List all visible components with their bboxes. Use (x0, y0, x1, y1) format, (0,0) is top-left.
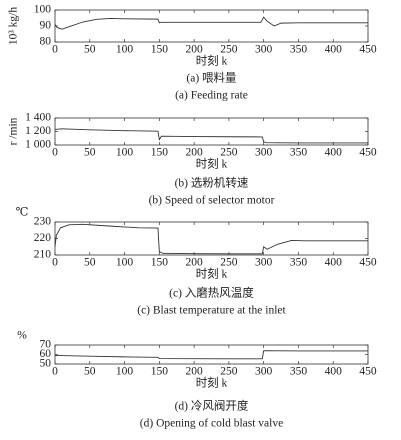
y-axis-label: % (17, 330, 27, 342)
x-tick-label: 150 (151, 147, 169, 159)
caption-en: (b) Speed of selector motor (149, 195, 275, 207)
x-tick-label: 400 (325, 147, 343, 159)
x-tick-label: 150 (151, 44, 169, 56)
x-tick-label: 200 (185, 366, 203, 378)
y-axis-label: 10³ kg/h (8, 7, 20, 46)
x-tick-label: 50 (84, 44, 96, 56)
y-tick-label: 1 400 (25, 112, 51, 124)
y-tick-label: 220 (34, 232, 52, 244)
plot-frame (54, 9, 369, 43)
x-tick-label: 350 (290, 44, 308, 56)
x-tick-label: 300 (255, 257, 273, 269)
x-tick-label: 200 (185, 257, 203, 269)
x-axis-label: 时刻 k (196, 157, 228, 171)
x-axis-label: 时刻 k (196, 54, 228, 68)
data-line (54, 16, 368, 30)
plot-frame (54, 117, 369, 146)
x-tick-label: 150 (151, 366, 169, 378)
x-tick-label: 350 (290, 366, 308, 378)
y-tick-label: 1 200 (25, 125, 51, 137)
x-tick-label: 350 (290, 147, 308, 159)
x-tick-label: 100 (116, 147, 134, 159)
x-tick-label: 200 (185, 44, 203, 56)
x-tick-label: 200 (185, 147, 203, 159)
y-tick-label: 60 (40, 348, 52, 360)
x-tick-label: 250 (220, 366, 238, 378)
x-tick-label: 300 (255, 44, 273, 56)
x-tick-label: 100 (116, 257, 134, 269)
x-tick-label: 50 (84, 147, 96, 159)
x-tick-label: 400 (325, 44, 343, 56)
x-tick-label: 100 (116, 44, 134, 56)
caption-en: (a) Feeding rate (175, 90, 248, 102)
y-axis-label: r /min (8, 117, 20, 145)
x-tick-label: 0 (52, 44, 58, 56)
x-tick-label: 300 (255, 366, 273, 378)
data-line (54, 128, 368, 144)
x-tick-label: 400 (325, 257, 343, 269)
x-tick-label: 250 (220, 44, 238, 56)
x-tick-label: 400 (325, 366, 343, 378)
caption: (b) 选粉机转速 (175, 176, 249, 190)
x-tick-label: 450 (359, 44, 377, 56)
x-tick-label: 450 (359, 257, 377, 269)
x-tick-label: 350 (290, 257, 308, 269)
caption: (d) 冷风阀开度 (175, 399, 249, 413)
caption-en: (c) Blast temperature at the inlet (137, 305, 286, 317)
plot-frame (54, 344, 369, 365)
x-tick-label: 450 (359, 147, 377, 159)
caption-en: (d) Opening of cold blast valve (140, 418, 283, 430)
x-tick-label: 150 (151, 257, 169, 269)
x-tick-label: 100 (116, 366, 134, 378)
y-axis-label: ℃ (16, 207, 29, 219)
y-tick-label: 70 (40, 339, 52, 351)
y-tick-label: 1 000 (25, 139, 51, 151)
x-tick-label: 50 (84, 366, 96, 378)
y-tick-label: 90 (40, 20, 52, 32)
x-axis-label: 时刻 k (196, 267, 228, 281)
caption: (a) 喂料量 (186, 71, 236, 85)
x-tick-label: 50 (84, 257, 96, 269)
x-tick-label: 0 (52, 147, 58, 159)
y-tick-label: 210 (34, 249, 52, 261)
data-line (54, 223, 368, 255)
x-tick-label: 450 (359, 366, 377, 378)
x-tick-label: 0 (52, 257, 58, 269)
y-tick-label: 80 (40, 36, 52, 48)
x-axis-label: 时刻 k (196, 376, 228, 390)
x-tick-label: 0 (52, 366, 58, 378)
x-tick-label: 300 (255, 147, 273, 159)
plot-frame (54, 221, 369, 256)
caption: (c) 入磨热风温度 (169, 286, 254, 300)
y-tick-label: 230 (34, 216, 52, 228)
x-tick-label: 250 (220, 257, 238, 269)
x-tick-label: 250 (220, 147, 238, 159)
data-line (54, 350, 368, 360)
y-tick-label: 50 (40, 358, 52, 370)
y-tick-label: 100 (34, 4, 52, 16)
